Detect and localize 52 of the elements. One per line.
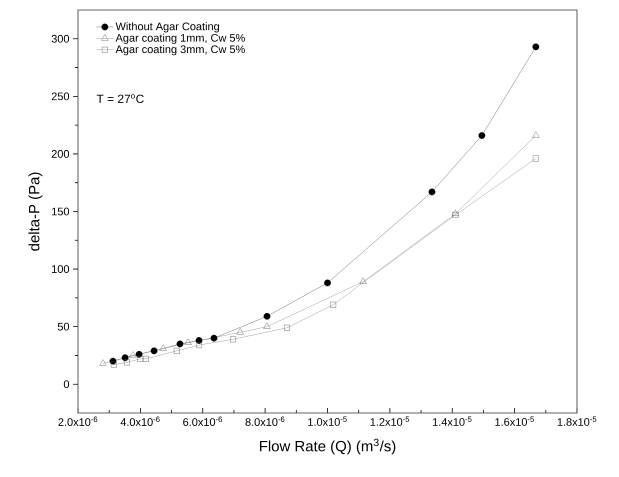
point [196, 342, 202, 348]
y-tick-label: 50 [58, 322, 70, 331]
point [174, 348, 180, 354]
point [478, 132, 486, 139]
y-tick-label: 100 [52, 265, 70, 273]
point [359, 278, 367, 284]
x-tick-label: 6.0x10$^{-6}$ [183, 416, 222, 426]
point [284, 324, 290, 331]
x-tick-label: 1.4x10$^{-5}$ [432, 416, 472, 426]
point [159, 344, 167, 351]
legend-label: Agar coating 1mm, Cw 5% [116, 34, 245, 44]
y-tick-label: 150 [52, 208, 70, 216]
point [196, 337, 202, 344]
point [176, 340, 184, 348]
y-tick-label: 300 [52, 34, 70, 43]
point [210, 334, 218, 342]
legend-label: Agar coating 3mm, Cw 5% [116, 45, 245, 56]
point [99, 359, 107, 366]
point [150, 347, 158, 354]
point [452, 212, 458, 218]
legend-label: Without Agar Coating [116, 22, 219, 32]
point [137, 356, 144, 362]
point [110, 362, 117, 368]
point [129, 351, 137, 358]
point [264, 312, 270, 320]
point [184, 338, 192, 345]
x-axis-title: Flow Rate (Q) (m$^{3}$/s) [260, 438, 396, 454]
x-tick-label: 8.0x10$^{-6}$ [245, 416, 284, 426]
point [452, 210, 460, 216]
x-tick-label: 2.0x10$^{-6}$ [58, 416, 98, 426]
annotation: T = 27$^{o}$C [96, 94, 144, 104]
y-tick-label: 200 [52, 150, 70, 158]
y-tick-label: 0 [64, 380, 70, 388]
point [263, 322, 271, 329]
point [136, 350, 143, 358]
point [330, 302, 336, 308]
point [532, 131, 540, 138]
x-tick-label: 4.0x10$^{-6}$ [120, 416, 160, 426]
x-tick-label: 1.0x10$^{-5}$ [308, 416, 347, 426]
point [236, 328, 244, 335]
point [143, 356, 149, 362]
x-tick-label: 1.6x10$^{-5}$ [495, 416, 534, 426]
y-tick-label: 250 [52, 92, 70, 100]
point [532, 43, 540, 50]
point [428, 188, 436, 196]
point [124, 359, 130, 366]
y-axis-title: delta-P (Pa) [28, 172, 42, 251]
point [324, 280, 331, 286]
x-tick-label: 1.8x10$^{-5}$ [558, 416, 596, 426]
x-tick-label: 1.2x10$^{-5}$ [370, 416, 410, 426]
point [230, 336, 236, 342]
point [532, 156, 539, 162]
